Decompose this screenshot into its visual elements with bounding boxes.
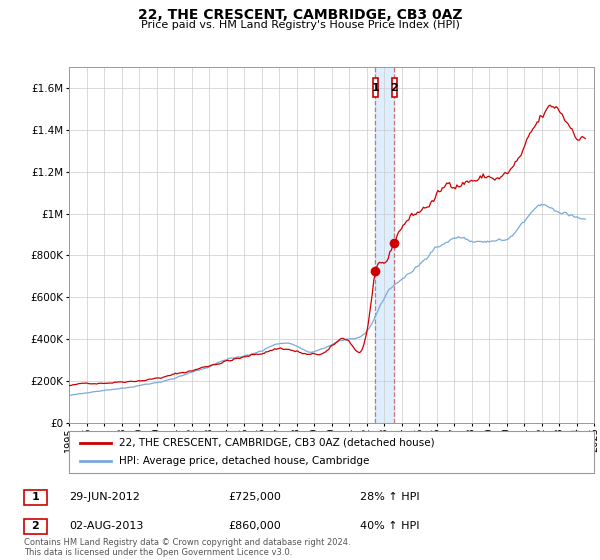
Text: 29-JUN-2012: 29-JUN-2012 [69,492,140,502]
FancyBboxPatch shape [373,78,377,97]
Text: £725,000: £725,000 [228,492,281,502]
Text: HPI: Average price, detached house, Cambridge: HPI: Average price, detached house, Camb… [119,456,369,466]
Text: 22, THE CRESCENT, CAMBRIDGE, CB3 0AZ: 22, THE CRESCENT, CAMBRIDGE, CB3 0AZ [138,8,462,22]
Text: 40% ↑ HPI: 40% ↑ HPI [360,521,419,531]
Text: £860,000: £860,000 [228,521,281,531]
Text: 2: 2 [390,83,398,92]
FancyBboxPatch shape [392,78,397,97]
Text: 1: 1 [371,83,379,92]
FancyBboxPatch shape [69,431,594,473]
Text: Contains HM Land Registry data © Crown copyright and database right 2024.
This d: Contains HM Land Registry data © Crown c… [24,538,350,557]
Text: 02-AUG-2013: 02-AUG-2013 [69,521,143,531]
Text: 1: 1 [32,492,39,502]
Bar [375,67,394,423]
Text: 2: 2 [32,521,39,531]
Text: Price paid vs. HM Land Registry's House Price Index (HPI): Price paid vs. HM Land Registry's House … [140,20,460,30]
Text: 22, THE CRESCENT, CAMBRIDGE, CB3 0AZ (detached house): 22, THE CRESCENT, CAMBRIDGE, CB3 0AZ (de… [119,438,434,448]
Text: 28% ↑ HPI: 28% ↑ HPI [360,492,419,502]
